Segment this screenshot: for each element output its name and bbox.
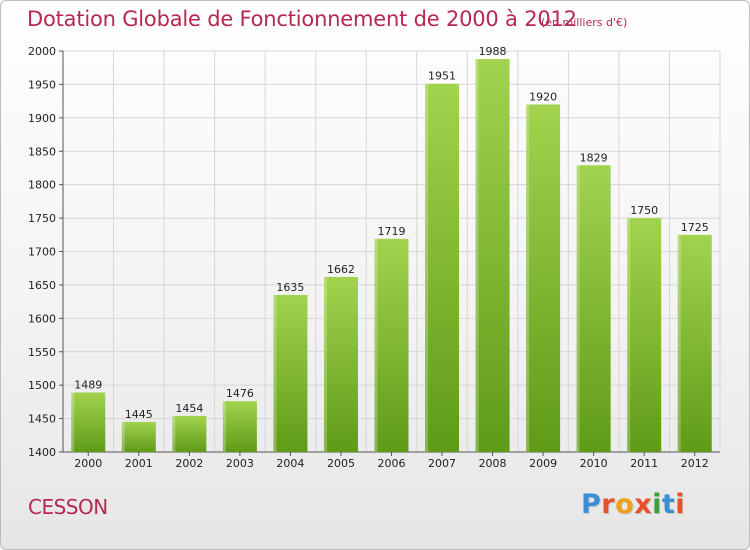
bar-2005[interactable] <box>323 276 358 452</box>
bar-value-label: 1445 <box>125 408 153 421</box>
x-tick-label: 2010 <box>580 457 608 470</box>
bar-value-label: 1750 <box>630 204 658 217</box>
bar-2002[interactable] <box>172 415 207 452</box>
bar-highlight <box>273 294 277 452</box>
bar-value-label: 1454 <box>175 402 203 415</box>
bar-highlight <box>121 421 125 452</box>
bar-2004[interactable] <box>273 294 308 452</box>
bar-value-label: 1476 <box>226 387 254 400</box>
chart-unit: (en milliers d'€) <box>541 16 628 29</box>
x-tick-label: 2000 <box>74 457 102 470</box>
y-tick-label: 1900 <box>28 112 56 125</box>
bar-highlight <box>475 59 479 453</box>
bar-value-label: 1635 <box>276 281 304 294</box>
y-tick-label: 1550 <box>28 346 56 359</box>
bar-highlight <box>425 83 429 452</box>
bar-2003[interactable] <box>222 401 257 452</box>
x-tick-label: 2011 <box>630 457 658 470</box>
logo-letter: P <box>581 489 602 520</box>
bar-2009[interactable] <box>526 104 561 452</box>
bar-highlight <box>526 104 530 452</box>
bar-value-label: 1662 <box>327 263 355 276</box>
x-tick-label: 2009 <box>529 457 557 470</box>
y-tick-label: 1400 <box>28 446 56 459</box>
y-tick-label: 1500 <box>28 379 56 392</box>
bar-highlight <box>627 218 631 452</box>
bar-value-label: 1829 <box>580 151 608 164</box>
bar-value-label: 1725 <box>681 221 709 234</box>
bar-highlight <box>576 165 580 452</box>
logo-letter: x <box>634 489 653 520</box>
logo-letter: i <box>652 489 662 520</box>
bar-highlight <box>222 401 226 452</box>
bars <box>71 59 712 453</box>
bar-highlight <box>323 276 327 452</box>
bar-2000[interactable] <box>71 392 106 452</box>
y-tick-label: 1750 <box>28 212 56 225</box>
y-tick-label: 1700 <box>28 246 56 259</box>
bar-highlight <box>677 234 681 452</box>
x-tick-label: 2005 <box>327 457 355 470</box>
bar-2001[interactable] <box>121 421 156 452</box>
y-tick-label: 2000 <box>28 45 56 58</box>
logo-letter: t <box>661 489 676 520</box>
y-tick-label: 1950 <box>28 78 56 91</box>
bar-2010[interactable] <box>576 165 611 452</box>
bar-2007[interactable] <box>425 83 460 452</box>
bar-value-label: 1988 <box>479 45 507 58</box>
x-tick-label: 2007 <box>428 457 456 470</box>
bar-2006[interactable] <box>374 238 409 452</box>
y-tick-label: 1850 <box>28 145 56 158</box>
bar-highlight <box>374 238 378 452</box>
x-tick-label: 2002 <box>175 457 203 470</box>
labels: 1489 2000 1445 2001 1454 2002 1476 2003 1635 2004… <box>74 45 708 470</box>
bar-value-label: 1489 <box>74 379 102 392</box>
bar-2012[interactable] <box>677 234 712 452</box>
bar-value-label: 1719 <box>378 225 406 238</box>
x-tick-label: 2012 <box>681 457 709 470</box>
y-tick-label: 1650 <box>28 279 56 292</box>
y-tick-label: 1450 <box>28 413 56 426</box>
chart-title: Dotation Globale de Fonctionnement de 20… <box>27 7 577 31</box>
bar-value-label: 1920 <box>529 90 557 103</box>
y-tick-label: 1800 <box>28 179 56 192</box>
bar-2011[interactable] <box>627 218 662 452</box>
commune-name: CESSON <box>28 495 108 519</box>
proxiti-logo[interactable]: Proxiti <box>581 489 685 520</box>
bar-value-label: 1951 <box>428 70 456 83</box>
logo-letter: i <box>675 489 686 520</box>
x-tick-label: 2008 <box>479 457 507 470</box>
logo-letter: r <box>601 489 616 520</box>
logo-letter: o <box>615 489 635 520</box>
bar-highlight <box>71 392 75 452</box>
y-tick-label: 1600 <box>28 312 56 325</box>
bar-highlight <box>172 415 176 452</box>
x-tick-label: 2003 <box>226 457 254 470</box>
x-tick-label: 2001 <box>125 457 153 470</box>
x-tick-label: 2006 <box>378 457 406 470</box>
bar-2008[interactable] <box>475 59 510 453</box>
x-tick-label: 2004 <box>276 457 304 470</box>
